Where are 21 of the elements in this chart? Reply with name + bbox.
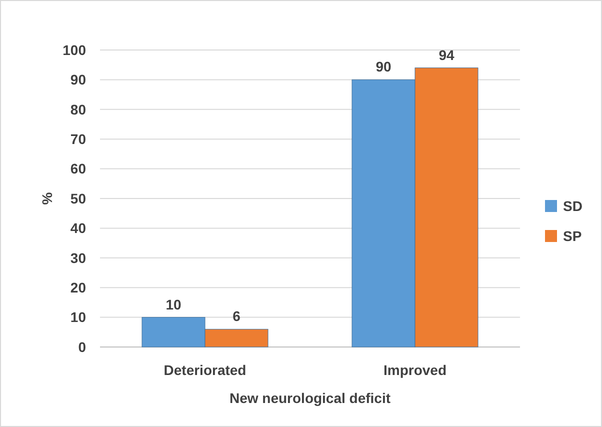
x-tick-label: Improved <box>383 362 447 378</box>
y-tick-label: 10 <box>70 309 86 326</box>
y-axis-title: % <box>39 192 55 205</box>
y-tick-label: 100 <box>62 42 86 58</box>
y-tick-label: 30 <box>70 250 86 266</box>
y-tick-label: 50 <box>70 190 86 206</box>
legend-label: SD <box>563 198 582 214</box>
data-label: 10 <box>166 296 182 312</box>
data-label: 90 <box>376 58 392 75</box>
y-tick-label: 60 <box>70 160 86 177</box>
y-tick-label: 20 <box>70 280 86 296</box>
data-label: 94 <box>438 46 454 63</box>
y-tick-label: 80 <box>70 101 86 118</box>
y-tick-label: 70 <box>70 131 86 147</box>
y-tick-label: 90 <box>70 72 86 88</box>
data-label: 6 <box>232 308 241 324</box>
x-axis-title: New neurological deficit <box>229 390 391 406</box>
legend-label: SP <box>563 228 582 244</box>
y-tick-label: 0 <box>78 338 86 355</box>
x-tick-label: Deteriorated <box>164 362 246 378</box>
y-tick-label: 40 <box>70 220 86 236</box>
